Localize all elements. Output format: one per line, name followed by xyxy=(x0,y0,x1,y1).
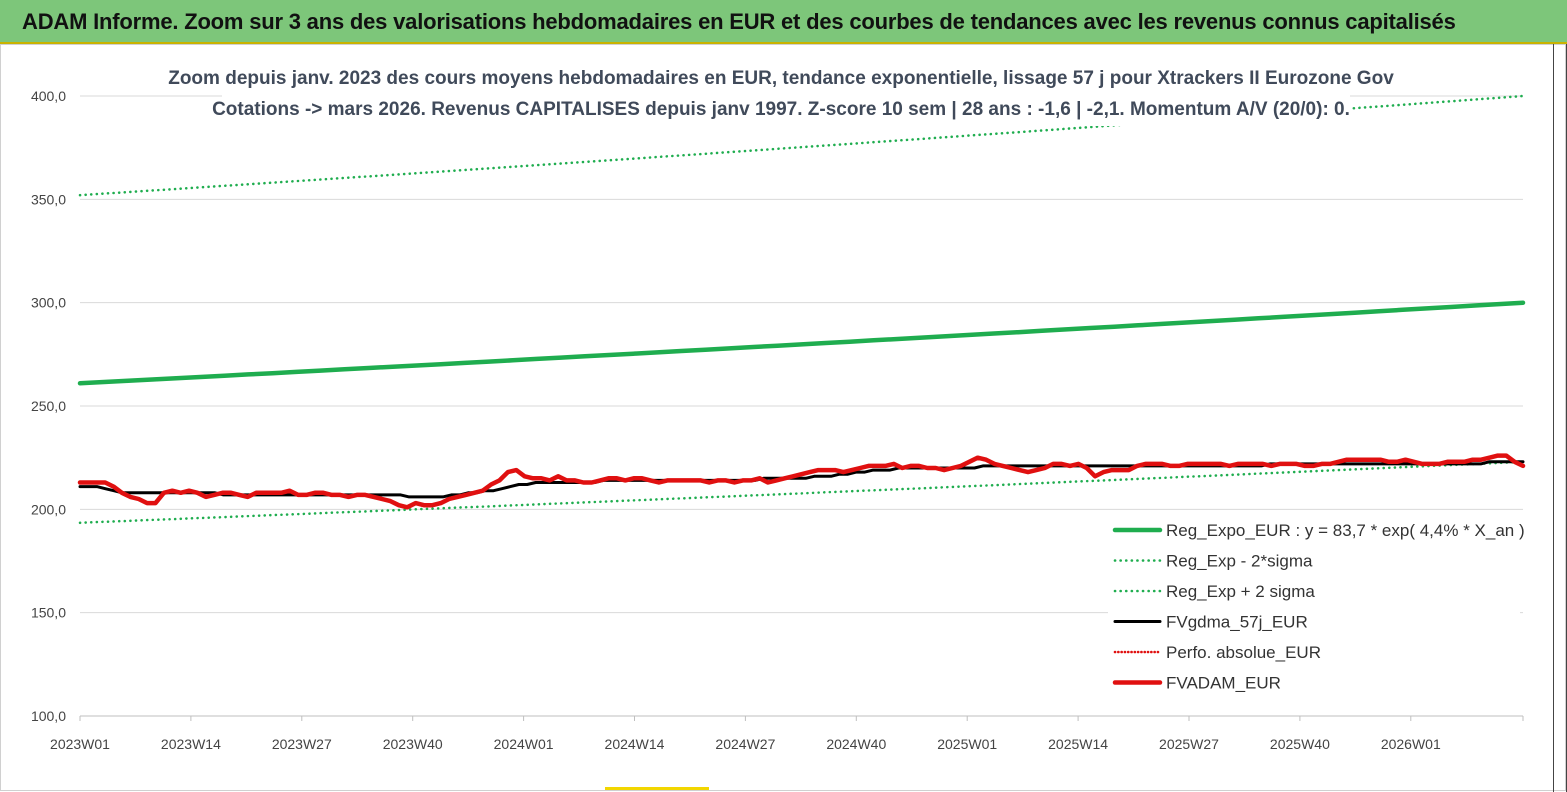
x-tick-label: 2024W40 xyxy=(826,736,886,752)
series-line-0 xyxy=(77,300,1526,386)
y-tick-label: 200,0 xyxy=(31,501,66,517)
x-tick-label: 2025W40 xyxy=(1270,736,1330,752)
x-tick-label: 2023W27 xyxy=(272,736,332,752)
title-background xyxy=(222,60,1350,126)
x-tick-label: 2025W14 xyxy=(1048,736,1108,752)
chart-title-line-1: Zoom depuis janv. 2023 des cours moyens … xyxy=(168,68,1394,89)
bottom-accent-bar xyxy=(605,787,709,790)
chart-title-line-2: Cotations -> mars 2026. Revenus CAPITALI… xyxy=(212,99,1350,120)
legend-entry-label: Reg_Exp - 2*sigma xyxy=(1166,552,1313,571)
series-line-1 xyxy=(78,460,1525,525)
y-tick-label: 100,0 xyxy=(31,708,66,724)
x-tick-label: 2024W01 xyxy=(494,736,554,752)
y-tick-label: 400,0 xyxy=(31,88,66,104)
series-line-5 xyxy=(77,453,1526,510)
y-tick-label: 150,0 xyxy=(31,605,66,621)
x-tick-label: 2023W40 xyxy=(383,736,443,752)
x-tick-label: 2024W27 xyxy=(715,736,775,752)
x-tick-label: 2026W01 xyxy=(1381,736,1441,752)
series-layer xyxy=(77,94,1526,525)
legend-entry-label: FVgdma_57j_EUR xyxy=(1166,613,1308,632)
chart-frame xyxy=(0,44,1566,791)
x-tick-label: 2023W01 xyxy=(50,736,110,752)
legend-entry-label: Reg_Exp + 2 sigma xyxy=(1166,582,1315,601)
x-tick-label: 2025W27 xyxy=(1159,736,1219,752)
legend-entry-label: FVADAM_EUR xyxy=(1166,674,1281,693)
banner-title: ADAM Informe. Zoom sur 3 ans des valoris… xyxy=(22,9,1456,34)
x-tick-label: 2025W01 xyxy=(937,736,997,752)
legend-background xyxy=(1108,512,1520,700)
y-tick-label: 300,0 xyxy=(31,295,66,311)
x-tick-label: 2024W14 xyxy=(605,736,665,752)
y-tick-label: 350,0 xyxy=(31,191,66,207)
x-tick-label: 2023W14 xyxy=(161,736,221,752)
y-axis-ticks: 100,0 150,0 200,0 250,0 300,0 350,0 400,0 xyxy=(31,88,66,724)
grid-lines xyxy=(80,95,1523,717)
legend: Reg_Expo_EUR : y = 83,7 * exp( 4,4% * X_… xyxy=(1108,512,1525,700)
title-banner: ADAM Informe. Zoom sur 3 ans des valoris… xyxy=(0,0,1567,44)
y-tick-label: 250,0 xyxy=(31,398,66,414)
legend-entry-label: Perfo. absolue_EUR xyxy=(1166,643,1321,662)
legend-entry-label: Reg_Expo_EUR : y = 83,7 * exp( 4,4% * X_… xyxy=(1166,521,1525,540)
x-axis-ticks: 2023W01 2023W14 2023W27 2023W40 2024W01 2024W… xyxy=(50,716,1524,752)
